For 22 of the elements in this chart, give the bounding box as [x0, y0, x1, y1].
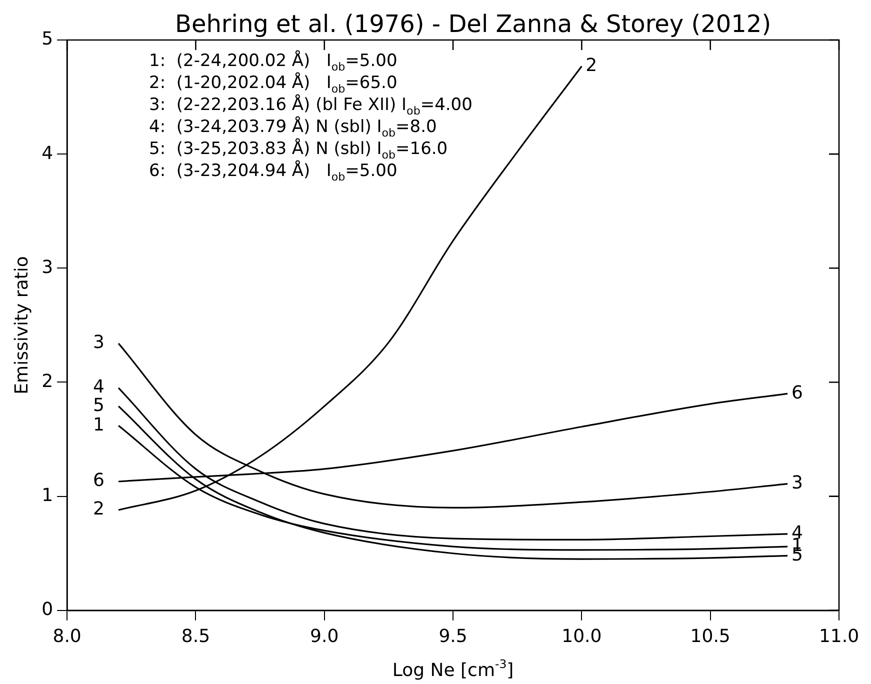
text: 6	[93, 470, 105, 492]
y-tick-label: 4	[42, 142, 54, 164]
y-tick-label: 1	[42, 484, 54, 506]
series-label: 2	[586, 54, 598, 76]
x-tick-label: 10.0	[562, 626, 602, 647]
chart-title: Behring et al. (1976) - Del Zanna & Storey (2012)	[174, 10, 772, 38]
text: 1	[93, 414, 105, 436]
text: 3	[93, 332, 105, 354]
y-tick-label: 3	[42, 256, 54, 278]
text: 2	[93, 498, 105, 520]
y-tick-label: 2	[42, 370, 54, 392]
y-axis-title: Emissivity ratio	[11, 256, 32, 394]
x-tick-label: 11.0	[818, 626, 860, 647]
y-tick-label: 0	[42, 599, 54, 620]
legend-label: 6	[792, 382, 803, 404]
x-tick-label: 10.5	[690, 626, 730, 647]
x-tick-label: 9.5	[438, 626, 468, 647]
y-tick-label: 5	[42, 28, 54, 50]
series-label: 3	[792, 472, 803, 494]
x-tick-label: 8.0	[52, 626, 82, 647]
x-tick-label: 9.0	[310, 626, 339, 647]
x-tick-label: 8.5	[181, 626, 210, 647]
